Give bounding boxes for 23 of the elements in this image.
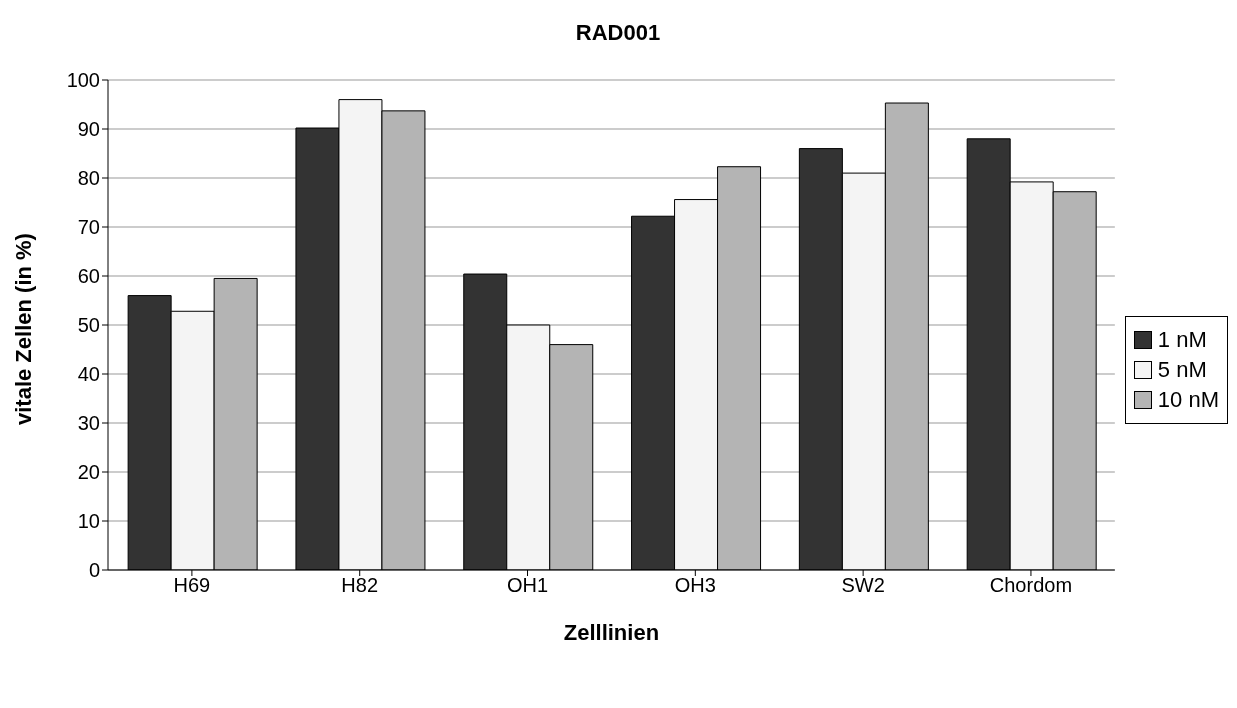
x-tick-label: H82 (341, 574, 379, 597)
y-tick-label: 30 (77, 412, 100, 435)
y-tick-label: 20 (77, 461, 100, 484)
x-tick-label: H69 (173, 574, 211, 597)
y-tick-label: 80 (77, 167, 100, 190)
y-tick-label: 70 (77, 216, 100, 239)
legend-label: 5 nM (1157, 357, 1207, 383)
chart-title: RAD001 (574, 20, 662, 47)
y-tick-label: 100 (66, 69, 100, 92)
y-axis-title: vitale Zellen (in %) (10, 233, 36, 425)
y-tick-label: 50 (77, 314, 100, 337)
y-tick-label: 60 (77, 265, 100, 288)
y-tick-label: 90 (77, 118, 100, 141)
y-tick-label: 40 (77, 363, 100, 386)
legend-label: 10 nM (1157, 387, 1219, 413)
x-axis-title: Zelllinien (563, 620, 660, 645)
x-tick-label: Chordom (989, 574, 1073, 597)
y-tick-label: 0 (88, 559, 100, 582)
y-tick-label: 10 (77, 510, 100, 533)
legend-label: 1 nM (1157, 327, 1207, 353)
x-tick-label: SW2 (841, 574, 885, 597)
x-tick-label: OH3 (674, 574, 716, 597)
x-tick-label: OH1 (506, 574, 549, 597)
